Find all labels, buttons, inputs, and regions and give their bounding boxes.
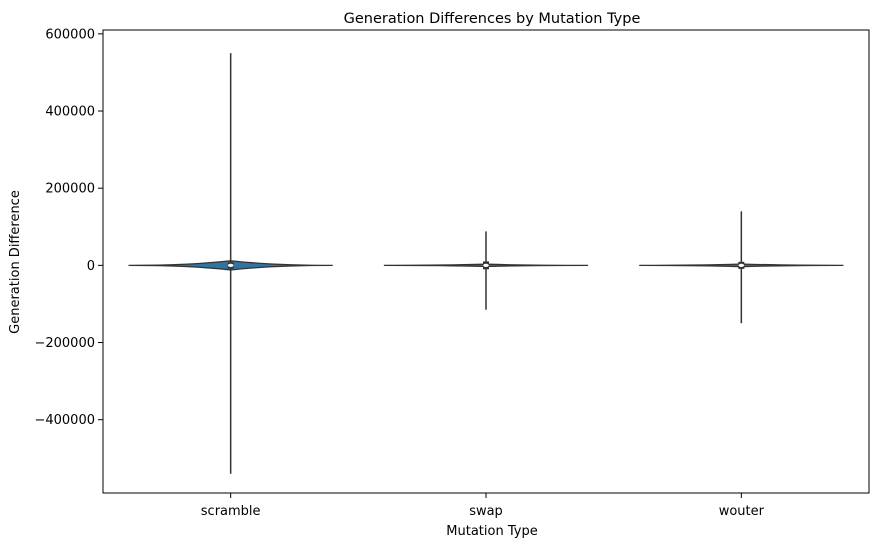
x-tick-label: scramble [201, 504, 261, 519]
plot-area [128, 53, 844, 474]
x-tick-label: wouter [719, 504, 765, 519]
violin-median [227, 263, 234, 267]
y-tick-label: 600000 [45, 27, 95, 42]
y-tick-label: 200000 [45, 182, 95, 197]
y-tick-label: 0 [87, 259, 95, 274]
violin-wouter [639, 211, 844, 324]
x-axis-title: Mutation Type [446, 524, 537, 539]
y-tick-label: −200000 [34, 336, 95, 351]
y-axis-title: Generation Difference [8, 190, 23, 334]
violin-swap [383, 231, 589, 310]
violin-median [738, 263, 745, 267]
y-tick-label: 400000 [45, 105, 95, 120]
y-axis: −400000 −200000 0 200000 400000 600000 [34, 27, 103, 428]
x-tick-label: swap [469, 504, 503, 519]
y-tick-label: −400000 [34, 413, 95, 428]
violin-scramble [128, 53, 333, 474]
x-axis: scramble swap wouter [201, 493, 765, 519]
violin-median [483, 263, 489, 267]
chart-title: Generation Differences by Mutation Type [344, 11, 641, 27]
